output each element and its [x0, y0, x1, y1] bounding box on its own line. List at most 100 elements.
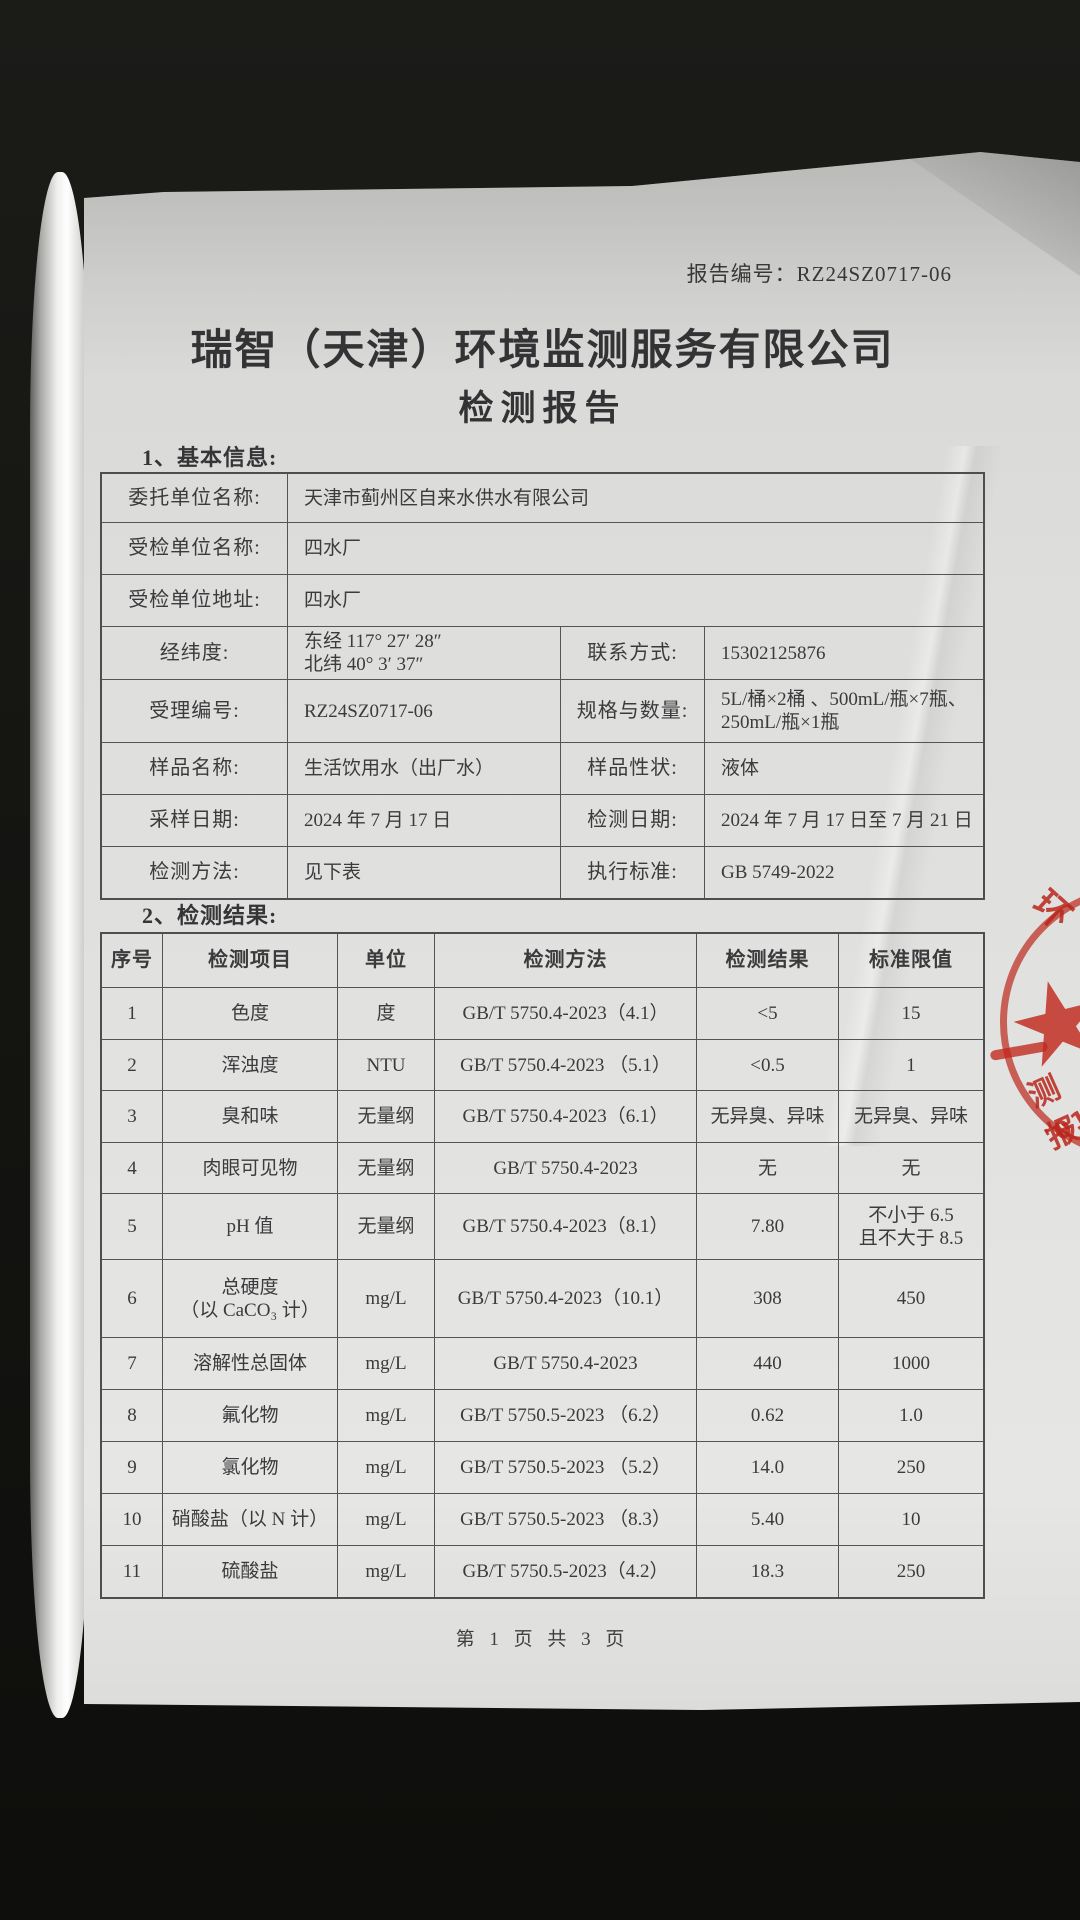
results-cell: 14.0 [696, 1442, 838, 1493]
info-value: 液体 [704, 743, 983, 794]
section-results-label: 2、检测结果: [142, 903, 278, 928]
results-cell: mg/L [337, 1494, 434, 1545]
results-cell: 2 [127, 1054, 137, 1076]
results-cell: 无量纲 [337, 1091, 434, 1142]
basic-info-row: 样品名称: 生活饮用水（出厂水） 样品性状: 液体 [102, 742, 983, 794]
results-cell: 5.40 [696, 1494, 838, 1545]
results-header-cell: 检测方法 [434, 934, 696, 987]
stamp-text-fragment: 测报 [1022, 1067, 1080, 1156]
results-cell: mg/L [337, 1442, 434, 1493]
results-cell: GB/T 5750.5-2023 （5.2） [434, 1442, 696, 1493]
results-cell: GB/T 5750.4-2023 （5.1） [434, 1040, 696, 1090]
corner-fold [891, 152, 1080, 276]
report-page: 报告编号：RZ24SZ0717-06 瑞智（天津）环境监测服务有限公司 检测报告… [84, 152, 1080, 1710]
info-value: 2024 年 7 月 17 日至 7 月 21 日 [704, 795, 983, 846]
basic-info-row: 采样日期: 2024 年 7 月 17 日检测日期: 2024 年 7 月 17 日… [102, 794, 983, 846]
basic-info-row: 受检单位名称: 四水厂 [102, 522, 983, 574]
info-label: 规格与数量: [560, 680, 704, 742]
results-cell: 溶解性总固体 [162, 1338, 337, 1389]
stamp-text-fragment: '011 [1039, 1092, 1080, 1152]
results-row: 10 硝酸盐（以 N 计） mg/L GB/T 5750.5-2023 （8.3） 5.… [102, 1493, 983, 1545]
results-row: 11 硫酸盐 mg/L GB/T 5750.5-2023（4.2） 18.3 250 [102, 1545, 983, 1597]
results-cell: 度 [337, 988, 434, 1039]
results-cell: 9 [127, 1457, 137, 1478]
results-cell: GB/T 5750.4-2023（4.1） [434, 988, 696, 1039]
info-label: 样品性状: [560, 743, 704, 794]
results-cell: 硫酸盐 [162, 1546, 337, 1597]
basic-info-row: 检测方法: 见下表 执行标准: GB 5749-2022 [102, 846, 983, 898]
basic-info-row: 经纬度: 东经 117° 27′ 28″ 北纬 40° 3′ 37″ 联系方式: 15… [102, 626, 983, 679]
results-cell: 3 [127, 1106, 137, 1127]
results-cell: 无异臭、异味 [838, 1091, 983, 1142]
info-value: 东经 117° 27′ 28″ 北纬 40° 3′ 37″ [287, 627, 560, 679]
results-cell: 8 [127, 1405, 137, 1426]
info-label: 委托单位名称: [128, 486, 261, 509]
basic-info-row: 受理编号: RZ24SZ0717-06 规格与数量: 5L/桶×2桶 、500mL/瓶… [102, 679, 983, 742]
page-number: 第 1 页 共 3 页 [455, 1629, 630, 1650]
info-value: RZ24SZ0717-06 [287, 680, 560, 742]
results-cell: 总硬度 （以 CaCO₃ 计） [162, 1260, 337, 1337]
results-cell: 1 [127, 1003, 137, 1024]
results-cell: 18.3 [696, 1546, 838, 1597]
results-row: 9 氯化物 mg/L GB/T 5750.5-2023 （5.2） 14.0 250 [102, 1441, 983, 1493]
info-label: 经纬度: [159, 641, 230, 664]
basic-info-row: 受检单位地址: 四水厂 [102, 574, 983, 626]
info-label: 受检单位名称: [128, 537, 261, 559]
results-row: 4 肉眼可见物 无量纲 GB/T 5750.4-2023 无无 [102, 1142, 983, 1193]
section-basic-info-label: 1、基本信息: [142, 445, 278, 470]
results-cell: mg/L [337, 1390, 434, 1441]
info-value: 见下表 [287, 847, 560, 898]
results-header-cell: 序号 [111, 949, 153, 971]
results-cell: GB/T 5750.5-2023 （8.3） [434, 1494, 696, 1545]
results-cell: pH 值 [162, 1194, 337, 1259]
report-number: 报告编号：RZ24SZ0717-06 [686, 262, 952, 286]
info-value: 2024 年 7 月 17 日 [287, 795, 560, 846]
document-title: 检测报告 [458, 389, 627, 428]
results-cell: 氟化物 [162, 1390, 337, 1441]
info-label: 检测方法: [149, 861, 240, 883]
info-label: 受理编号: [149, 699, 240, 722]
results-cell: 7.80 [696, 1194, 838, 1259]
stamp-dash-mark [989, 1041, 1049, 1061]
results-row: 1 色度度 GB/T 5750.4-2023（4.1） <5 15 [102, 987, 983, 1039]
results-cell: 色度 [162, 988, 337, 1039]
results-cell: 6 [127, 1288, 137, 1309]
results-cell: <5 [696, 988, 838, 1039]
results-cell: 无 [696, 1143, 838, 1193]
results-cell: GB/T 5750.4-2023（8.1） [434, 1194, 696, 1259]
info-value: 15302125876 [704, 627, 983, 679]
results-cell: GB/T 5750.4-2023 [434, 1338, 696, 1389]
results-cell: 308 [696, 1260, 838, 1337]
results-cell: 5 [127, 1216, 137, 1237]
results-cell: NTU [337, 1040, 434, 1090]
results-cell: GB/T 5750.5-2023（4.2） [434, 1546, 696, 1597]
results-row: 6 总硬度 （以 CaCO₃ 计） mg/L GB/T 5750.4-2023（10.… [102, 1259, 983, 1337]
results-cell: 1 [838, 1040, 983, 1090]
results-cell: 440 [696, 1338, 838, 1389]
info-label: 执行标准: [560, 847, 704, 898]
results-header-row: 序号 检测项目 单位 检测方法 检测结果 标准限值 [102, 934, 983, 987]
results-cell: 4 [127, 1157, 137, 1179]
info-label: 联系方式: [560, 627, 704, 679]
results-cell: GB/T 5750.4-2023 [434, 1143, 696, 1193]
results-cell: 无量纲 [337, 1143, 434, 1193]
results-cell: GB/T 5750.4-2023（10.1） [434, 1260, 696, 1337]
results-row: 7 溶解性总固体 mg/L GB/T 5750.4-2023 440 1000 [102, 1337, 983, 1389]
results-cell: mg/L [337, 1546, 434, 1597]
results-table: 序号 检测项目 单位 检测方法 检测结果 标准限值 1 色度度 GB/T 5750.4-2023… [100, 932, 985, 1599]
stamp-star-icon: ★ [993, 947, 1080, 1099]
results-header-cell: 单位 [337, 934, 434, 987]
results-cell: 11 [122, 1561, 142, 1582]
info-value: 生活饮用水（出厂水） [287, 743, 560, 794]
info-label: 受检单位地址: [128, 589, 261, 611]
results-cell: 0.62 [696, 1390, 838, 1441]
info-value: GB 5749-2022 [704, 847, 983, 898]
results-header-cell: 检测结果 [696, 934, 838, 987]
info-value: 四水厂 [287, 575, 983, 626]
results-cell: 臭和味 [162, 1091, 337, 1142]
results-cell: 硝酸盐（以 N 计） [162, 1494, 337, 1545]
results-cell: 无量纲 [337, 1194, 434, 1259]
results-cell: 7 [127, 1353, 137, 1374]
page-stack-edge [30, 172, 90, 1718]
